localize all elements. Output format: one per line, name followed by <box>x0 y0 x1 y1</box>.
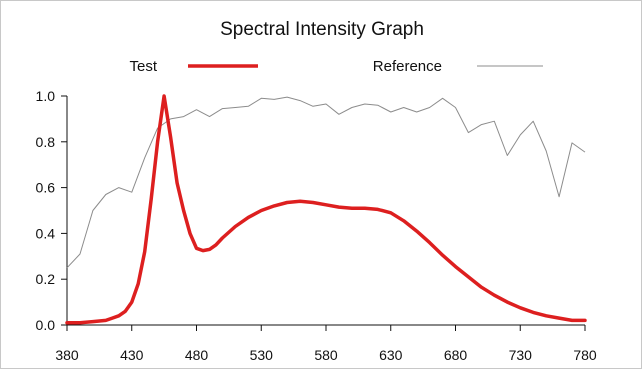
x-tick-label: 380 <box>55 347 79 363</box>
legend-label-reference: Reference <box>373 58 442 75</box>
x-tick-label: 580 <box>314 347 338 363</box>
x-tick-label: 630 <box>379 347 403 363</box>
x-tick-label: 430 <box>120 347 144 363</box>
y-tick-label: 0.4 <box>36 225 56 241</box>
chart-title: Spectral Intensity Graph <box>220 19 424 40</box>
y-axis-ticks: 0.0 0.2 0.4 0.6 0.8 1.0 <box>36 88 67 333</box>
x-axis-ticks: 380 430 480 530 580 630 680 730 780 <box>55 325 597 363</box>
x-tick-label: 530 <box>250 347 274 363</box>
series-line-reference <box>66 96 586 269</box>
y-tick-label: 1.0 <box>36 88 56 104</box>
y-tick-label: 0.6 <box>36 180 56 196</box>
x-tick-label: 680 <box>444 347 468 363</box>
x-tick-label: 780 <box>573 347 597 363</box>
y-tick-label: 0.2 <box>36 271 56 287</box>
x-tick-label: 480 <box>185 347 209 363</box>
legend: Test Reference <box>129 58 543 75</box>
x-tick-label: 730 <box>509 347 533 363</box>
y-tick-label: 0.8 <box>36 134 56 150</box>
series-line-test <box>65 94 587 325</box>
y-tick-label: 0.0 <box>36 317 56 333</box>
legend-label-test: Test <box>129 58 157 75</box>
plot-area <box>65 94 587 325</box>
